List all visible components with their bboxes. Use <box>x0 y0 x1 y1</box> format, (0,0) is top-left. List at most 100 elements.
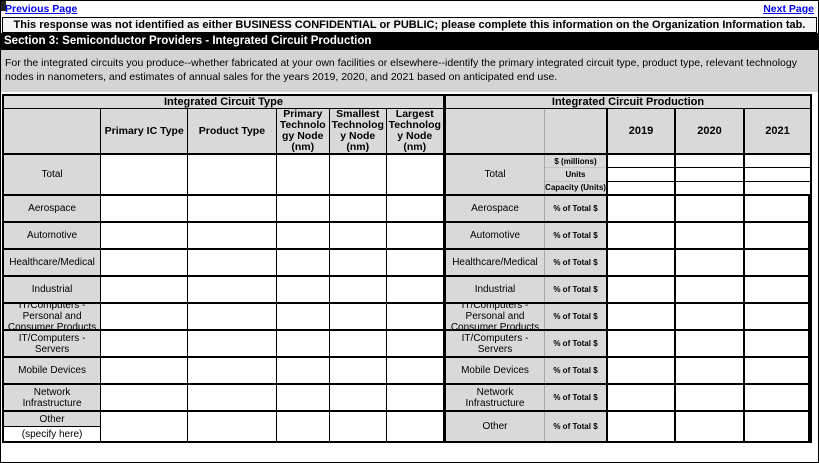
total-primary-node-input[interactable] <box>276 155 331 194</box>
healthcare-2020-input[interactable] <box>676 250 745 275</box>
healthcare-2021-input[interactable] <box>745 250 810 275</box>
it-servers-2020-input[interactable] <box>676 331 745 356</box>
automotive-2020-input[interactable] <box>676 223 745 248</box>
network-primary-node-input[interactable] <box>276 385 331 410</box>
other-primary-node-input[interactable] <box>276 412 331 441</box>
network-2020-input[interactable] <box>676 385 745 410</box>
aerospace-2021-input[interactable] <box>745 196 810 221</box>
other-smallest-node-input[interactable] <box>330 412 387 441</box>
aerospace-primary-ic-type-input[interactable] <box>101 196 189 221</box>
total-2020-millions-input[interactable] <box>676 155 743 169</box>
mobile-2020-input[interactable] <box>676 358 745 383</box>
prod-row-healthcare: Healthcare/Medical % of Total $ <box>446 250 810 277</box>
total-smallest-node-input[interactable] <box>330 155 387 194</box>
network-2021-input[interactable] <box>745 385 810 410</box>
automotive-product-type-input[interactable] <box>188 223 277 248</box>
network-2019-input[interactable] <box>608 385 676 410</box>
it-servers-2021-input[interactable] <box>745 331 810 356</box>
industrial-smallest-node-input[interactable] <box>330 277 387 302</box>
total-2019-units-input[interactable] <box>608 168 674 182</box>
mobile-product-type-input[interactable] <box>188 358 277 383</box>
automotive-2021-input[interactable] <box>745 223 810 248</box>
healthcare-primary-ic-type-input[interactable] <box>101 250 189 275</box>
it-servers-primary-node-input[interactable] <box>276 331 331 356</box>
aerospace-smallest-node-input[interactable] <box>330 196 387 221</box>
aerospace-product-type-input[interactable] <box>188 196 277 221</box>
total-primary-ic-type-input[interactable] <box>101 155 189 194</box>
aerospace-2020-input[interactable] <box>676 196 745 221</box>
prod-row-label-it-servers: IT/Computers - Servers <box>446 331 545 356</box>
automotive-primary-ic-type-input[interactable] <box>101 223 189 248</box>
mobile-2019-input[interactable] <box>608 358 676 383</box>
it-personal-primary-node-input[interactable] <box>276 304 331 329</box>
it-personal-primary-ic-type-input[interactable] <box>101 304 189 329</box>
network-product-type-input[interactable] <box>188 385 277 410</box>
other-specify-input[interactable]: (specify here) <box>4 427 101 441</box>
healthcare-smallest-node-input[interactable] <box>330 250 387 275</box>
other-2019-input[interactable] <box>608 412 676 441</box>
total-2021-millions-input[interactable] <box>745 155 810 169</box>
mobile-2021-input[interactable] <box>745 358 810 383</box>
industrial-2019-input[interactable] <box>608 277 676 302</box>
other-primary-ic-type-input[interactable] <box>101 412 189 441</box>
total-2021-units-input[interactable] <box>745 168 810 182</box>
prod-row-label-industrial: Industrial <box>446 277 545 302</box>
it-servers-product-type-input[interactable] <box>188 331 277 356</box>
other-2021-input[interactable] <box>745 412 810 441</box>
it-servers-largest-node-input[interactable] <box>386 331 443 356</box>
industrial-2021-input[interactable] <box>745 277 810 302</box>
it-personal-2021-input[interactable] <box>745 304 810 329</box>
total-largest-node-input[interactable] <box>386 155 443 194</box>
col-header-largest-tech-node: Largest Technology Node (nm) <box>388 109 441 153</box>
total-2019-millions-input[interactable] <box>608 155 674 169</box>
total-2020-units-input[interactable] <box>676 168 743 182</box>
automotive-smallest-node-input[interactable] <box>330 223 387 248</box>
network-smallest-node-input[interactable] <box>330 385 387 410</box>
total-2019-capacity-input[interactable] <box>608 181 674 194</box>
aerospace-2019-input[interactable] <box>608 196 676 221</box>
total-2020-capacity-input[interactable] <box>676 181 743 194</box>
it-personal-2019-input[interactable] <box>608 304 676 329</box>
healthcare-largest-node-input[interactable] <box>386 250 443 275</box>
healthcare-primary-node-input[interactable] <box>276 250 331 275</box>
aerospace-primary-node-input[interactable] <box>276 196 331 221</box>
automotive-largest-node-input[interactable] <box>386 223 443 248</box>
prod-row-label-other: Other <box>446 412 545 441</box>
it-personal-largest-node-input[interactable] <box>386 304 443 329</box>
previous-page-link[interactable]: Previous Page <box>5 3 78 15</box>
healthcare-product-type-input[interactable] <box>188 250 277 275</box>
it-personal-product-type-input[interactable] <box>188 304 277 329</box>
other-product-type-input[interactable] <box>188 412 277 441</box>
other-largest-node-input[interactable] <box>386 412 443 441</box>
col-header-2019: 2019 <box>608 109 676 153</box>
it-servers-smallest-node-input[interactable] <box>330 331 387 356</box>
industrial-largest-node-input[interactable] <box>386 277 443 302</box>
network-largest-node-input[interactable] <box>386 385 443 410</box>
total-2021-capacity-input[interactable] <box>745 181 810 194</box>
row-label-industrial: Industrial <box>4 277 102 302</box>
it-personal-smallest-node-input[interactable] <box>330 304 387 329</box>
it-personal-2020-input[interactable] <box>676 304 745 329</box>
mobile-primary-node-input[interactable] <box>276 358 331 383</box>
network-primary-ic-type-input[interactable] <box>101 385 189 410</box>
industrial-product-type-input[interactable] <box>188 277 277 302</box>
industrial-2020-input[interactable] <box>676 277 745 302</box>
healthcare-2019-input[interactable] <box>608 250 676 275</box>
mobile-largest-node-input[interactable] <box>386 358 443 383</box>
next-page-link[interactable]: Next Page <box>763 3 814 15</box>
it-servers-primary-ic-type-input[interactable] <box>101 331 189 356</box>
aerospace-largest-node-input[interactable] <box>386 196 443 221</box>
total-product-type-input[interactable] <box>188 155 277 194</box>
other-2020-input[interactable] <box>676 412 745 441</box>
mobile-smallest-node-input[interactable] <box>330 358 387 383</box>
it-servers-2019-input[interactable] <box>608 331 676 356</box>
table-row-other: Other (specify here) <box>4 412 443 441</box>
unit-label-capacity: Capacity (Units) <box>545 183 606 193</box>
automotive-2019-input[interactable] <box>608 223 676 248</box>
industrial-primary-node-input[interactable] <box>276 277 331 302</box>
industrial-primary-ic-type-input[interactable] <box>101 277 189 302</box>
other-pct-label: % of Total $ <box>545 412 608 441</box>
row-label-automotive: Automotive <box>4 223 102 248</box>
mobile-primary-ic-type-input[interactable] <box>101 358 189 383</box>
automotive-primary-node-input[interactable] <box>276 223 331 248</box>
